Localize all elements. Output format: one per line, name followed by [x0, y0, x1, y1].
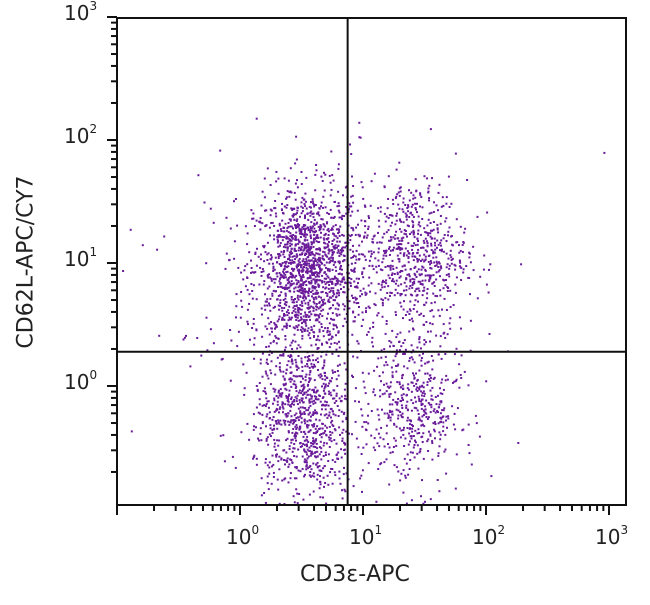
x-axis-label: CD3ε-APC — [300, 562, 410, 587]
y-tick-label: 101 — [64, 245, 98, 271]
y-tick-label: 102 — [64, 122, 98, 148]
x-axis-ticks — [116, 505, 610, 515]
x-tick-label: 102 — [472, 523, 506, 549]
y-axis-ticks — [107, 16, 117, 473]
y-axis-label: CD62L-APC/CY7 — [13, 175, 39, 349]
y-tick-label: 100 — [64, 368, 98, 394]
x-tick-label: 103 — [595, 523, 629, 549]
y-tick-label: 103 — [64, 0, 98, 25]
x-tick-label: 101 — [349, 523, 383, 549]
data-points — [122, 117, 606, 505]
plot-frame — [116, 17, 627, 506]
x-tick-label: 100 — [226, 523, 260, 549]
